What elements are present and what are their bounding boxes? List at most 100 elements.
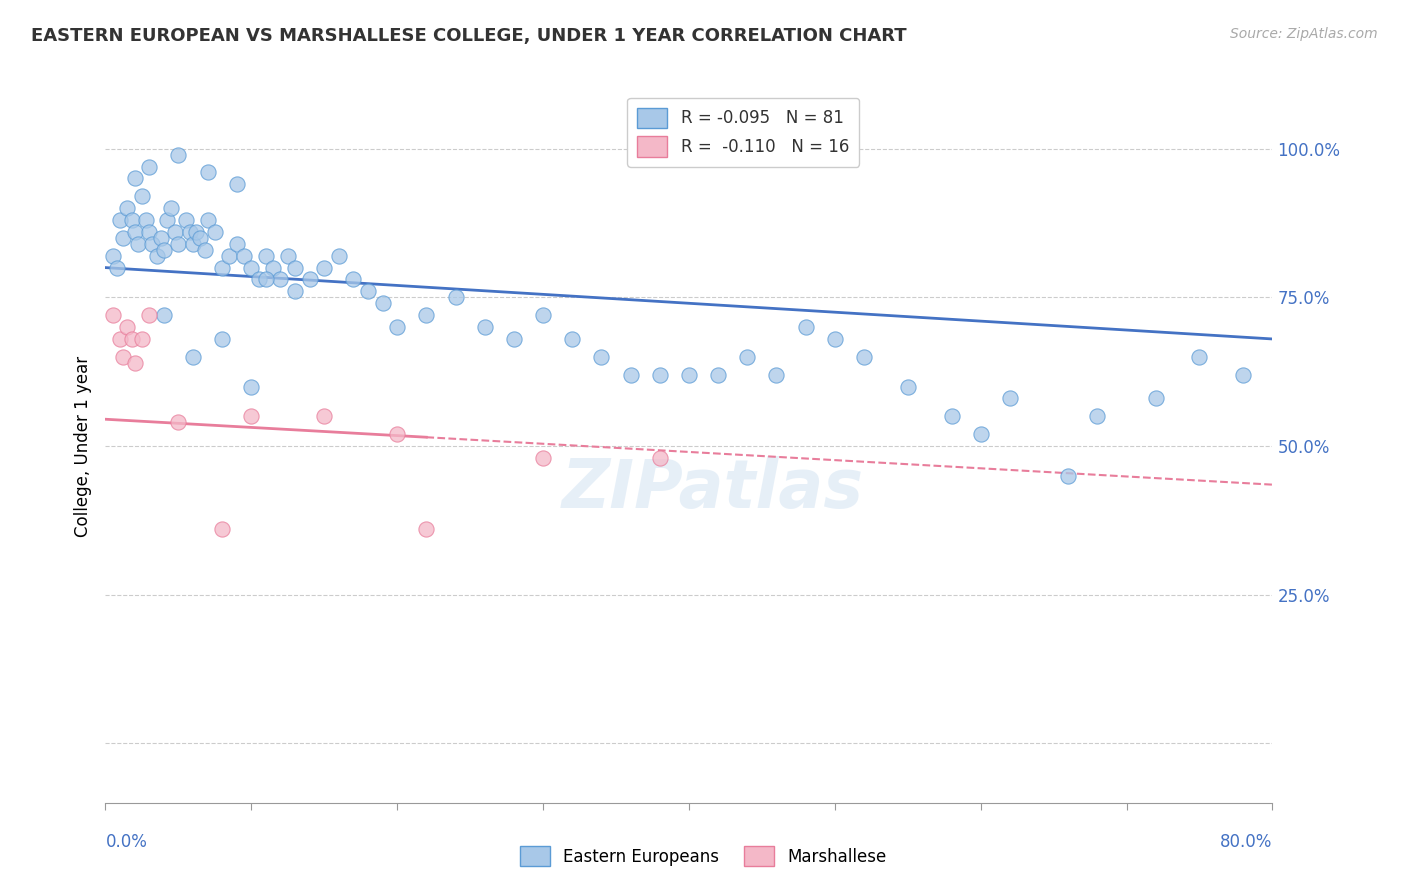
Point	[794, 320, 817, 334]
Point	[184, 225, 207, 239]
Point	[970, 427, 993, 442]
Point	[174, 213, 197, 227]
Point	[852, 350, 875, 364]
Point	[591, 350, 613, 364]
Point	[1057, 468, 1080, 483]
Point	[1087, 409, 1109, 424]
Point	[254, 249, 277, 263]
Point	[561, 332, 583, 346]
Point	[167, 236, 190, 251]
Point	[503, 332, 526, 346]
Point	[138, 308, 160, 322]
Point	[204, 225, 226, 239]
Point	[124, 356, 146, 370]
Point	[298, 272, 321, 286]
Point	[371, 296, 394, 310]
Point	[194, 243, 217, 257]
Point	[167, 415, 190, 429]
Point	[117, 320, 139, 334]
Point	[415, 522, 437, 536]
Point	[678, 368, 700, 382]
Point	[941, 409, 963, 424]
Point	[385, 320, 409, 334]
Point	[240, 379, 263, 393]
Point	[648, 368, 671, 382]
Point	[197, 165, 219, 179]
Point	[124, 171, 146, 186]
Point	[117, 201, 139, 215]
Point	[101, 249, 124, 263]
Point	[145, 249, 167, 263]
Point	[108, 332, 131, 346]
Point	[160, 201, 183, 215]
Point	[998, 392, 1021, 406]
Point	[141, 236, 163, 251]
Point	[179, 225, 201, 239]
Point	[648, 450, 671, 465]
Text: 0.0%: 0.0%	[105, 833, 148, 851]
Point	[165, 225, 187, 239]
Point	[167, 147, 190, 161]
Point	[1144, 392, 1167, 406]
Text: Source: ZipAtlas.com: Source: ZipAtlas.com	[1230, 27, 1378, 41]
Point	[156, 213, 179, 227]
Point	[707, 368, 730, 382]
Point	[765, 368, 787, 382]
Y-axis label: College, Under 1 year: College, Under 1 year	[73, 355, 91, 537]
Point	[211, 332, 233, 346]
Point	[824, 332, 846, 346]
Point	[531, 450, 554, 465]
Point	[131, 189, 153, 203]
Point	[233, 249, 256, 263]
Point	[247, 272, 270, 286]
Point	[444, 290, 467, 304]
Point	[138, 160, 160, 174]
Point	[262, 260, 284, 275]
Point	[619, 368, 641, 382]
Point	[897, 379, 920, 393]
Point	[385, 427, 409, 442]
Point	[105, 260, 128, 275]
Point	[181, 350, 204, 364]
Text: EASTERN EUROPEAN VS MARSHALLESE COLLEGE, UNDER 1 YEAR CORRELATION CHART: EASTERN EUROPEAN VS MARSHALLESE COLLEGE,…	[31, 27, 907, 45]
Point	[211, 260, 233, 275]
Point	[218, 249, 240, 263]
Point	[314, 260, 336, 275]
Point	[1232, 368, 1254, 382]
Point	[111, 350, 134, 364]
Point	[225, 236, 247, 251]
Point	[1188, 350, 1211, 364]
Point	[284, 285, 307, 299]
Point	[342, 272, 364, 286]
Point	[138, 225, 160, 239]
Legend: Eastern Europeans, Marshallese: Eastern Europeans, Marshallese	[512, 838, 894, 875]
Point	[211, 522, 233, 536]
Point	[737, 350, 759, 364]
Point	[314, 409, 336, 424]
Point	[269, 272, 292, 286]
Point	[277, 249, 299, 263]
Point	[225, 178, 247, 192]
Point	[124, 225, 146, 239]
Point	[197, 213, 219, 227]
Point	[121, 213, 143, 227]
Point	[111, 231, 134, 245]
Text: 80.0%: 80.0%	[1220, 833, 1272, 851]
Point	[181, 236, 204, 251]
Point	[531, 308, 554, 322]
Point	[254, 272, 277, 286]
Point	[121, 332, 143, 346]
Point	[153, 243, 174, 257]
Legend: R = -0.095   N = 81, R =  -0.110   N = 16: R = -0.095 N = 81, R = -0.110 N = 16	[627, 97, 859, 167]
Point	[240, 260, 263, 275]
Point	[415, 308, 437, 322]
Point	[240, 409, 263, 424]
Point	[328, 249, 350, 263]
Point	[357, 285, 380, 299]
Point	[284, 260, 307, 275]
Point	[135, 213, 157, 227]
Point	[101, 308, 124, 322]
Point	[108, 213, 131, 227]
Point	[153, 308, 174, 322]
Text: ZIPatlas: ZIPatlas	[561, 456, 863, 522]
